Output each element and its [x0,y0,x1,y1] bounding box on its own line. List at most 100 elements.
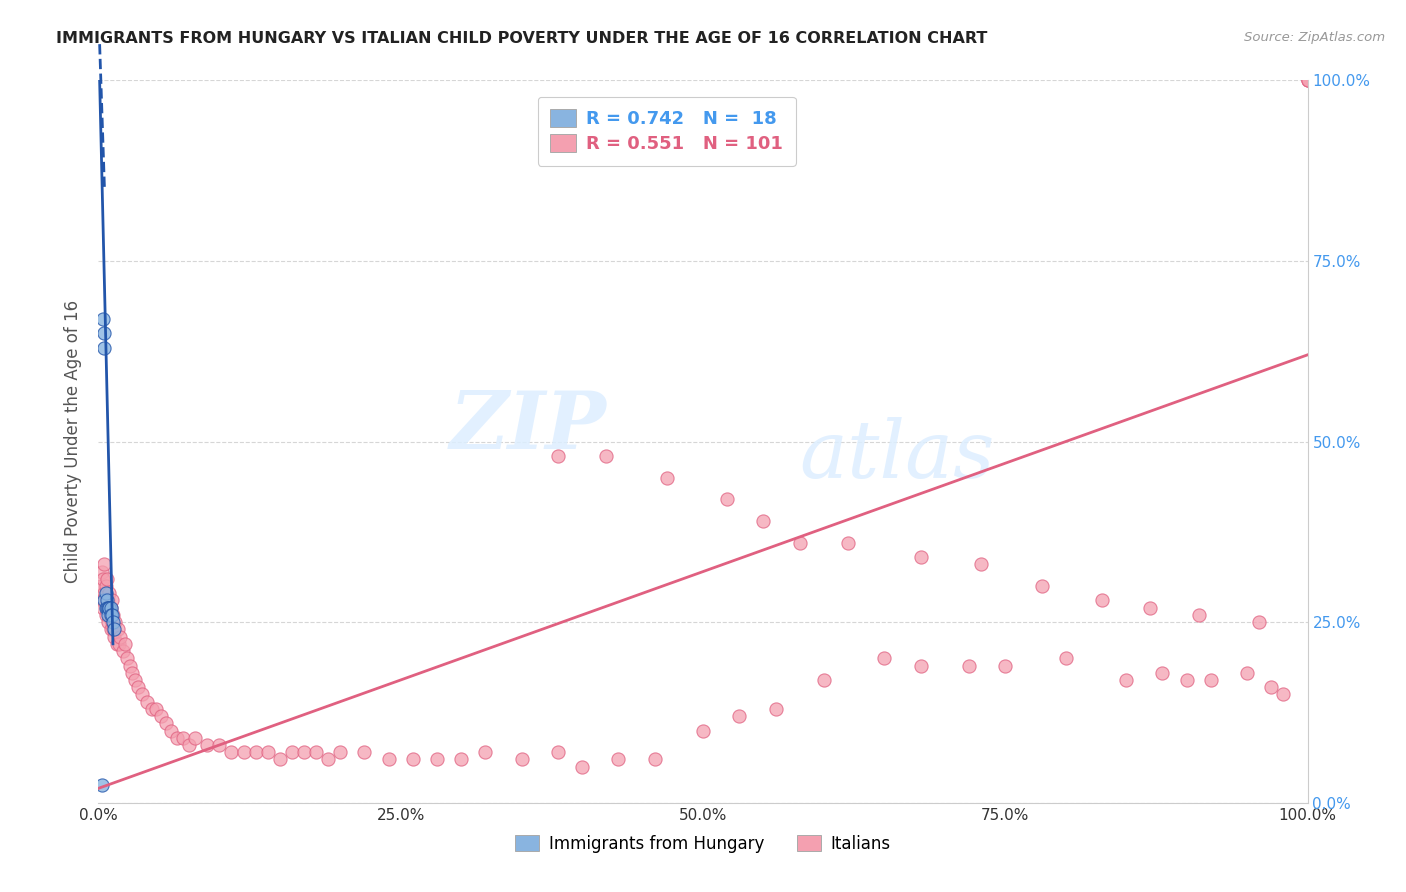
Point [91,572,114,586]
Point [256,745,278,759]
Point [1188,607,1211,622]
Point [692,723,714,738]
Point [873,651,896,665]
Point [179,738,201,752]
Point [166,731,188,745]
Point [1296,73,1319,87]
Point [93,326,115,340]
Point [100,607,122,622]
Point [1296,73,1319,87]
Point [426,752,449,766]
Text: atlas: atlas [800,417,995,495]
Point [94,600,117,615]
Point [655,470,678,484]
Point [93,593,115,607]
Point [108,630,131,644]
Point [150,709,173,723]
Point [118,658,141,673]
Point [221,745,243,759]
Point [127,680,149,694]
Point [353,745,375,759]
Point [101,615,124,630]
Point [195,738,218,752]
Point [91,593,114,607]
Point [91,778,114,792]
Point [474,745,496,759]
Point [1054,651,1077,665]
Point [96,600,118,615]
Point [94,607,117,622]
Point [1115,673,1137,687]
Point [450,752,472,766]
Point [1031,579,1053,593]
Point [103,630,125,644]
Point [91,311,114,326]
Point [111,644,134,658]
Point [124,673,146,687]
Point [292,745,315,759]
Point [305,745,328,759]
Point [97,615,120,630]
Point [789,535,811,549]
Point [1249,615,1271,630]
Point [1272,687,1295,701]
Point [1152,665,1174,680]
Point [98,607,121,622]
Point [329,745,352,759]
Point [644,752,666,766]
Point [1260,680,1282,694]
Point [98,600,121,615]
Point [184,731,207,745]
Point [97,607,120,622]
Point [910,658,932,673]
Legend: Immigrants from Hungary, Italians: Immigrants from Hungary, Italians [509,828,897,860]
Point [100,615,122,630]
Text: ZIP: ZIP [450,388,606,466]
Point [100,593,122,607]
Point [96,600,118,615]
Point [837,535,859,549]
Point [96,593,118,607]
Point [93,341,115,355]
Point [98,600,121,615]
Point [131,687,153,701]
Y-axis label: Child Poverty Under the Age of 16: Child Poverty Under the Age of 16 [65,300,83,583]
Point [172,731,194,745]
Point [245,745,267,759]
Point [571,760,593,774]
Point [813,673,835,687]
Point [1296,73,1319,87]
Point [104,615,127,630]
Point [108,637,131,651]
Point [96,572,118,586]
Point [97,600,120,615]
Point [1236,665,1258,680]
Point [135,695,157,709]
Point [100,600,122,615]
Point [90,579,112,593]
Point [281,745,304,759]
Point [94,579,117,593]
Point [1175,673,1198,687]
Point [101,623,124,637]
Point [97,593,120,607]
Point [93,586,115,600]
Point [145,702,167,716]
Point [121,665,143,680]
Point [100,600,122,615]
Point [1199,673,1222,687]
Point [377,752,399,766]
Point [91,600,114,615]
Point [94,586,117,600]
Point [114,637,136,651]
Point [160,723,183,738]
Point [103,623,125,637]
Point [269,752,291,766]
Point [232,745,254,759]
Point [607,752,630,766]
Point [101,607,124,622]
Point [117,651,139,665]
Point [716,492,738,507]
Point [316,752,339,766]
Point [910,550,932,565]
